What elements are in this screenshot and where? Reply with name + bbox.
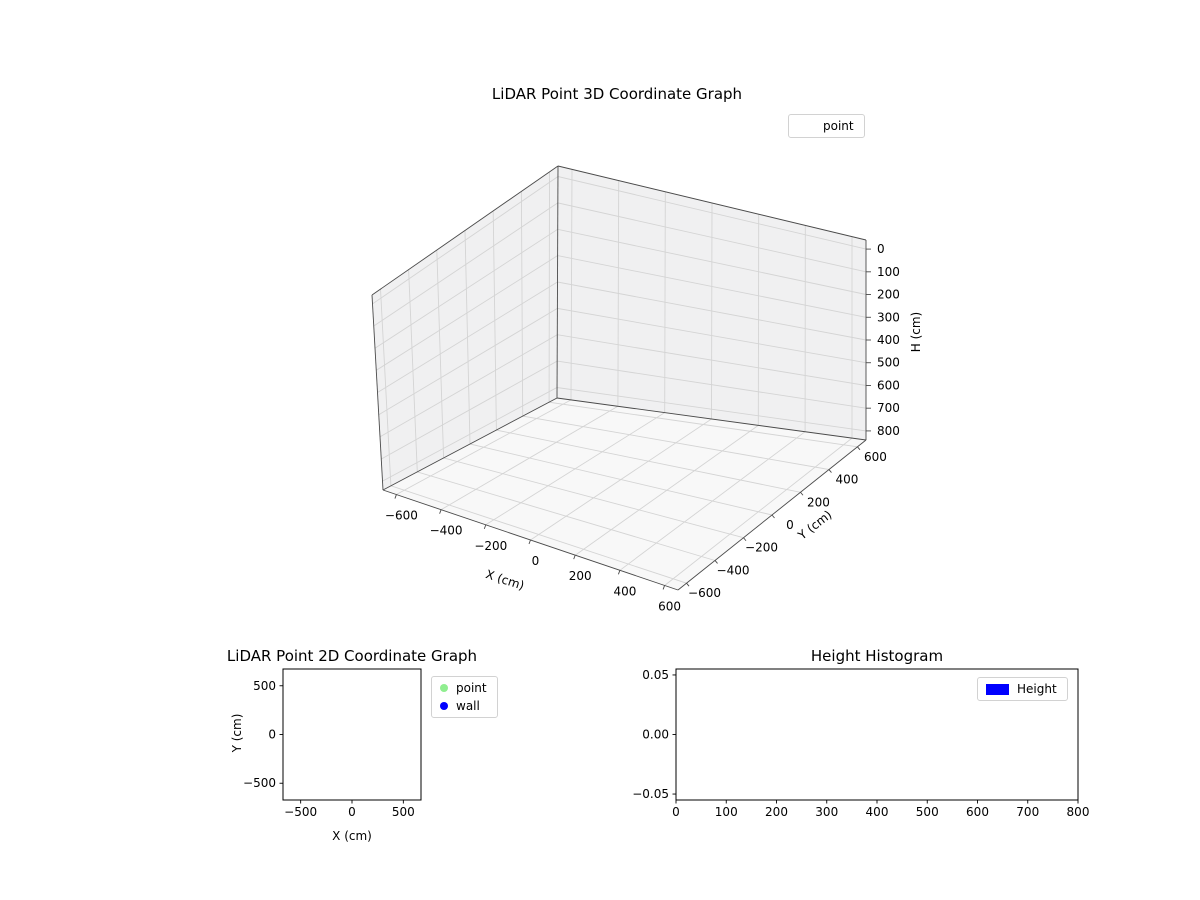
hist-axes-tick-labels: 0 100 200 300 400 500 600 700 800 0.05 0.00 −0.05 bbox=[632, 668, 1089, 819]
hist-title: Height Histogram bbox=[810, 647, 944, 665]
plot3d-title: LiDAR Point 3D Coordinate Graph bbox=[491, 85, 743, 103]
x-tick-label: 800 bbox=[1067, 805, 1090, 819]
plot2d-ylabel: Y (cm) bbox=[230, 713, 244, 753]
plot2d-xlabel: X (cm) bbox=[332, 829, 372, 843]
x-tick-label: 500 bbox=[916, 805, 939, 819]
y-tick-label: 0 bbox=[786, 518, 794, 532]
height-swatch-icon bbox=[986, 683, 1009, 695]
legend-item-height: Height bbox=[986, 683, 1057, 695]
x-tick-label: 300 bbox=[815, 805, 838, 819]
x-tick-label: 500 bbox=[392, 805, 415, 819]
legend-item-point: point bbox=[797, 120, 854, 132]
legend-item-point: point bbox=[440, 682, 487, 694]
plot2d-legend: point wall bbox=[431, 676, 498, 718]
plot2d-title: LiDAR Point 2D Coordinate Graph bbox=[226, 647, 478, 665]
y-tick-label: −200 bbox=[745, 541, 778, 555]
floor-pane bbox=[383, 398, 866, 590]
legend-label-point: point bbox=[456, 681, 487, 695]
x-tick-label: −600 bbox=[385, 509, 418, 523]
legend-label-wall: wall bbox=[456, 699, 480, 713]
z-tick-label: 800 bbox=[877, 424, 900, 438]
x-tick-label: 100 bbox=[715, 805, 738, 819]
x-tick-label: 400 bbox=[613, 584, 636, 598]
tick-labels: −600 −400 −200 0 200 400 600 −600 −400 −200 0 200 40… bbox=[385, 242, 900, 613]
left-pane bbox=[372, 166, 558, 490]
plot3d-axes: −600 −400 −200 0 200 400 600 −600 −400 −200 0 200 40… bbox=[371, 165, 900, 613]
y-tick-label: −400 bbox=[717, 563, 750, 577]
x-tick-label: 0 bbox=[348, 805, 356, 819]
empty-marker-icon bbox=[797, 122, 815, 130]
z-tick-label: 100 bbox=[877, 265, 900, 279]
y-tick-label: 0.00 bbox=[642, 728, 669, 742]
hist-legend: Height bbox=[977, 677, 1068, 701]
y-tick-label: 600 bbox=[864, 450, 887, 464]
panes bbox=[372, 166, 866, 590]
z-tick-label: 500 bbox=[877, 356, 900, 370]
y-tick-label: 500 bbox=[253, 679, 276, 693]
y-tick-label: 0 bbox=[268, 728, 276, 742]
x-tick-label: 0 bbox=[672, 805, 680, 819]
y-tick-label: −500 bbox=[243, 776, 276, 790]
point-marker-icon bbox=[440, 684, 448, 692]
x-tick-label: 0 bbox=[532, 554, 540, 568]
z-tick-label: 400 bbox=[877, 333, 900, 347]
y-tick-label: 200 bbox=[807, 495, 830, 509]
x-tick-label: 600 bbox=[966, 805, 989, 819]
legend-item-wall: wall bbox=[440, 700, 487, 712]
plot2d-axes-tick-labels: −500 0 500 500 0 −500 bbox=[243, 679, 415, 819]
hist-axes-ticks bbox=[672, 674, 1079, 804]
y-tick-label: −600 bbox=[688, 586, 721, 600]
x-tick-label: 400 bbox=[866, 805, 889, 819]
plot3d-legend: point bbox=[788, 114, 865, 138]
z-tick-label: 200 bbox=[877, 288, 900, 302]
wall-marker-icon bbox=[440, 702, 448, 710]
x-tick-label: 200 bbox=[765, 805, 788, 819]
plot2d-axes-ticks bbox=[279, 685, 404, 804]
plot2d-axes-frame bbox=[282, 668, 422, 801]
z-tick-label: 300 bbox=[877, 310, 900, 324]
legend-label-point: point bbox=[823, 119, 854, 133]
x-tick-label: −400 bbox=[430, 524, 463, 538]
tick-marks bbox=[394, 248, 871, 590]
z-tick-label: 700 bbox=[877, 401, 900, 415]
plot2d-axes: −500 0 500 500 0 −500 bbox=[243, 668, 422, 819]
x-tick-label: 200 bbox=[569, 569, 592, 583]
y-tick-label: 0.05 bbox=[642, 668, 669, 682]
x-tick-label: 600 bbox=[658, 599, 681, 613]
z-tick-label: 0 bbox=[877, 242, 885, 256]
plot3d-zlabel: H (cm) bbox=[909, 311, 923, 353]
x-tick-label: −200 bbox=[474, 539, 507, 553]
y-tick-label: −0.05 bbox=[632, 787, 669, 801]
x-tick-label: 700 bbox=[1016, 805, 1039, 819]
legend-label-height: Height bbox=[1017, 682, 1057, 696]
x-tick-label: −500 bbox=[284, 805, 317, 819]
z-tick-label: 600 bbox=[877, 378, 900, 392]
y-tick-label: 400 bbox=[836, 473, 859, 487]
